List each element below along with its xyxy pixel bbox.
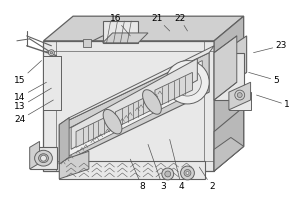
Circle shape xyxy=(237,93,242,98)
Text: 24: 24 xyxy=(14,100,53,124)
Polygon shape xyxy=(116,95,150,128)
Text: 23: 23 xyxy=(254,41,287,53)
Circle shape xyxy=(174,68,201,96)
Circle shape xyxy=(184,170,191,176)
Text: 16: 16 xyxy=(110,14,130,36)
Polygon shape xyxy=(59,53,209,164)
Text: 1: 1 xyxy=(256,95,290,109)
Polygon shape xyxy=(30,141,40,169)
Polygon shape xyxy=(59,46,214,125)
Circle shape xyxy=(40,155,46,161)
Text: 4: 4 xyxy=(170,139,184,191)
Ellipse shape xyxy=(103,109,122,134)
Circle shape xyxy=(181,166,194,180)
Ellipse shape xyxy=(142,90,161,114)
Polygon shape xyxy=(217,36,247,92)
Text: 22: 22 xyxy=(174,14,188,31)
Polygon shape xyxy=(44,16,244,41)
Text: 3: 3 xyxy=(148,144,166,191)
Circle shape xyxy=(48,50,54,56)
Polygon shape xyxy=(214,36,237,100)
Polygon shape xyxy=(66,61,202,157)
Polygon shape xyxy=(59,151,89,179)
Polygon shape xyxy=(214,16,244,171)
Text: 5: 5 xyxy=(249,72,279,85)
Polygon shape xyxy=(44,41,214,171)
Polygon shape xyxy=(155,72,192,108)
Circle shape xyxy=(166,61,209,104)
Polygon shape xyxy=(76,115,111,147)
Bar xyxy=(30,147,57,169)
Polygon shape xyxy=(214,137,244,171)
Circle shape xyxy=(186,171,189,174)
Bar xyxy=(229,92,250,110)
Polygon shape xyxy=(214,107,244,171)
Bar xyxy=(103,21,138,43)
Bar xyxy=(214,53,244,100)
Circle shape xyxy=(165,171,171,177)
Bar xyxy=(44,56,61,110)
Text: 13: 13 xyxy=(14,88,51,111)
Circle shape xyxy=(50,51,52,54)
Bar xyxy=(59,161,205,179)
Ellipse shape xyxy=(34,150,52,166)
Text: 2: 2 xyxy=(199,167,215,191)
Text: 14: 14 xyxy=(14,82,46,102)
Text: 8: 8 xyxy=(130,159,145,191)
Polygon shape xyxy=(71,59,197,149)
Polygon shape xyxy=(229,82,250,110)
Bar xyxy=(83,39,91,47)
Text: 21: 21 xyxy=(151,14,170,31)
Text: 15: 15 xyxy=(14,61,41,85)
Circle shape xyxy=(162,168,174,180)
Circle shape xyxy=(235,90,245,100)
Polygon shape xyxy=(103,33,148,43)
Polygon shape xyxy=(59,118,69,164)
Ellipse shape xyxy=(39,154,48,163)
